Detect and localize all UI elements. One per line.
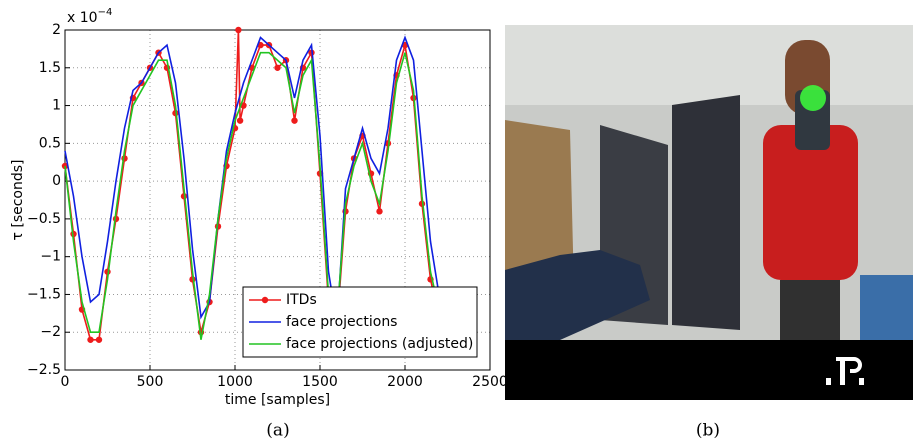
legend-marker (261, 296, 269, 304)
legend-label: face projections (adjusted) (286, 336, 473, 352)
x-tick-label: 500 (137, 374, 164, 390)
x-tick-label: 1000 (217, 374, 253, 390)
data-point (291, 117, 298, 124)
y-multiplier-exponent: −4 (98, 7, 113, 18)
data-point (87, 336, 94, 343)
y-tick-label: −1.5 (27, 286, 61, 302)
caption: (b) (696, 421, 720, 441)
y-axis-label: τ [seconds] (10, 159, 26, 240)
led (800, 85, 826, 111)
caption: (a) (266, 421, 289, 441)
plot-frame (64, 29, 491, 371)
y-tick-label: −2 (40, 324, 61, 340)
y-multiplier-base: x 10 (67, 10, 98, 26)
legs (780, 280, 840, 340)
x-tick-label: 0 (61, 374, 70, 390)
legend-box (242, 286, 478, 358)
data-point (274, 64, 281, 71)
data-point (235, 26, 242, 34)
y-tick-label: 0.5 (39, 135, 61, 151)
chair-blue (860, 275, 913, 340)
y-tick-label: 0 (52, 173, 61, 189)
y-tick-label: 1 (52, 98, 61, 114)
logo (826, 357, 864, 385)
y-tick-label: −0.5 (27, 211, 61, 227)
legend-label: ITDs (286, 292, 317, 308)
door (672, 95, 740, 330)
data-point (376, 208, 383, 215)
legend-label: face projections (286, 314, 397, 330)
y-multiplier: x 10−4 (67, 7, 112, 26)
chair (505, 250, 650, 340)
x-tick-label: 2500 (472, 374, 508, 390)
x-tick-label: 2000 (387, 374, 423, 390)
shirt (763, 125, 858, 280)
series-line (64, 51, 440, 340)
y-tick-label: 1.5 (39, 60, 61, 76)
x-tick-label: 1500 (302, 374, 338, 390)
y-tick-label: −1 (40, 249, 61, 265)
photo (505, 25, 913, 400)
chart: 0 500 1000 1500 2000 2500 −2.5 −2 −1.5 −1 −0.5 0 0.5… (10, 7, 508, 408)
series-line (64, 35, 440, 325)
x-axis-label: time [samples] (225, 392, 330, 408)
y-tick-label: −2.5 (27, 362, 61, 378)
data-point (236, 117, 244, 124)
y-tick-label: 2 (52, 22, 61, 38)
ceiling (505, 25, 913, 105)
data-point (95, 336, 103, 343)
